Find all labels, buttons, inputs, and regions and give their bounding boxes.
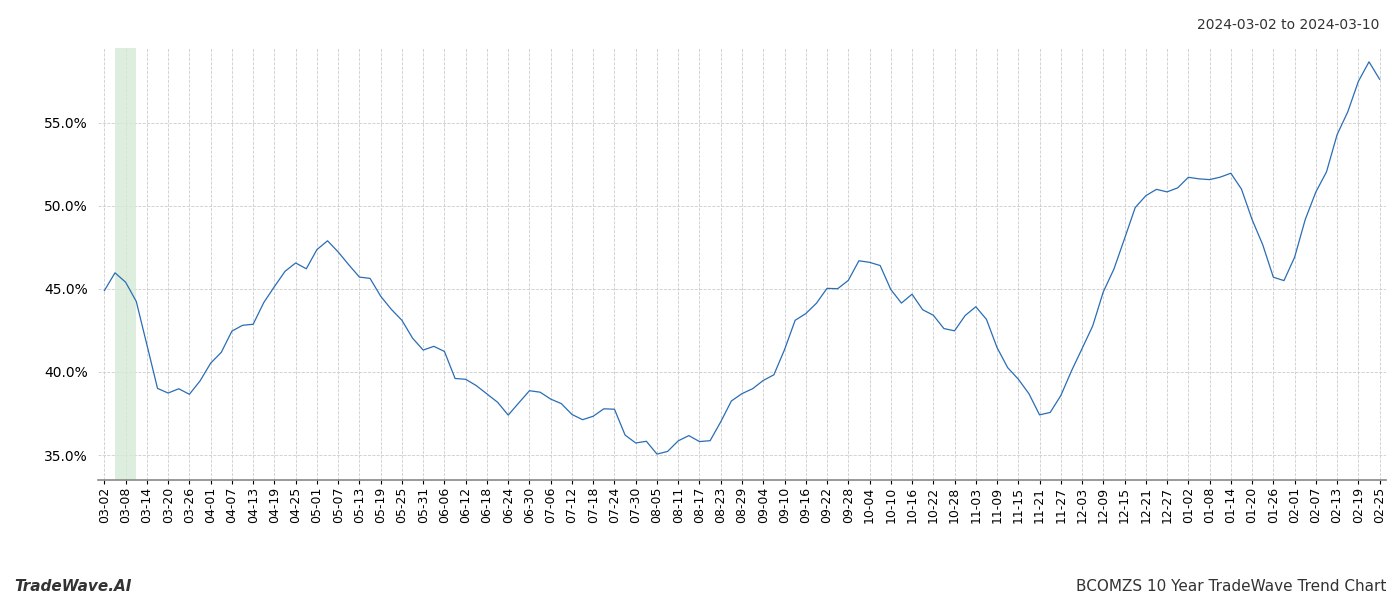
Text: 2024-03-02 to 2024-03-10: 2024-03-02 to 2024-03-10 [1197, 18, 1379, 32]
Text: BCOMZS 10 Year TradeWave Trend Chart: BCOMZS 10 Year TradeWave Trend Chart [1075, 579, 1386, 594]
Text: TradeWave.AI: TradeWave.AI [14, 579, 132, 594]
Bar [115, 48, 136, 480]
